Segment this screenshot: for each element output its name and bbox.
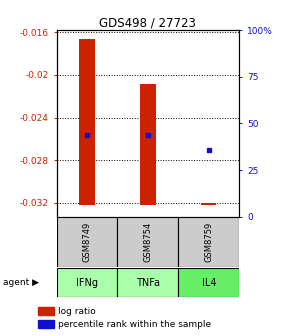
Bar	[117, 268, 178, 297]
Bar	[117, 217, 178, 267]
Text: GSM8749: GSM8749	[82, 222, 92, 262]
Text: log ratio: log ratio	[58, 307, 96, 316]
Bar	[178, 268, 239, 297]
Bar	[201, 203, 216, 205]
Bar	[57, 268, 117, 297]
Bar	[79, 39, 95, 205]
Bar	[57, 217, 117, 267]
Bar	[140, 84, 155, 205]
Bar	[178, 217, 239, 267]
Text: GSM8759: GSM8759	[204, 222, 213, 262]
Title: GDS498 / 27723: GDS498 / 27723	[99, 16, 196, 29]
Text: TNFa: TNFa	[136, 278, 160, 288]
Text: GSM8754: GSM8754	[143, 222, 153, 262]
Text: agent ▶: agent ▶	[3, 278, 39, 287]
Text: IL4: IL4	[202, 278, 216, 288]
Text: IFNg: IFNg	[76, 278, 98, 288]
Text: percentile rank within the sample: percentile rank within the sample	[58, 320, 211, 329]
